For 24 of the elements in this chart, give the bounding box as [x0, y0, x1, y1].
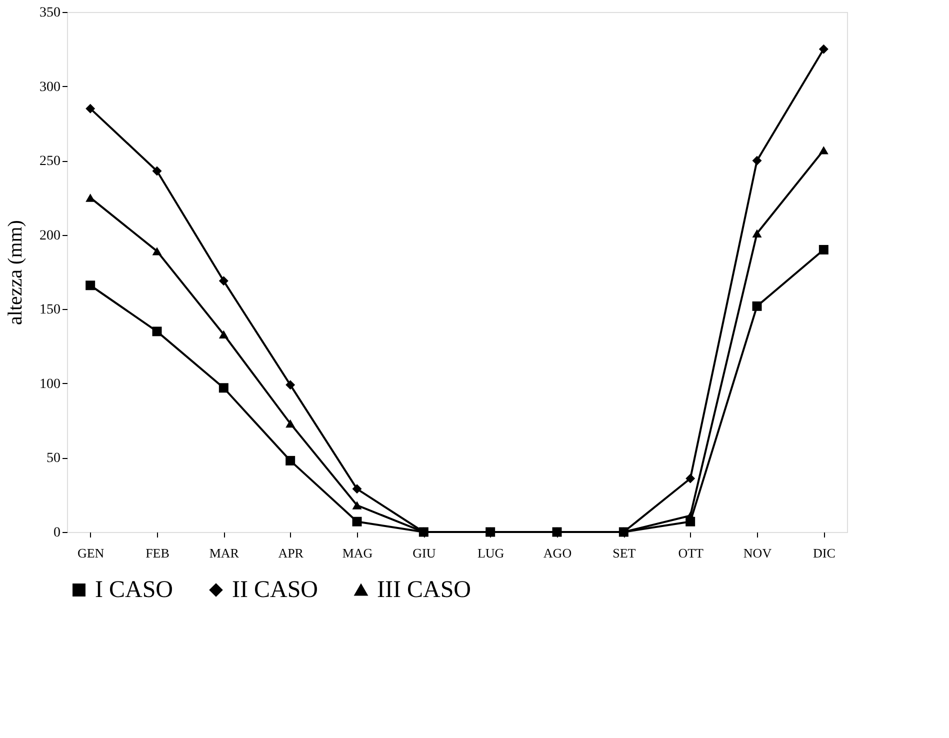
- legend-label: II CASO: [232, 577, 318, 603]
- y-tick-label: 100: [40, 376, 60, 392]
- x-tick-label: GIU: [412, 546, 436, 560]
- x-tick-label: MAR: [209, 546, 240, 560]
- x-tick-label: DIC: [812, 546, 836, 560]
- y-axis-title: altezza (mm): [4, 220, 26, 325]
- y-tick-label: 200: [40, 228, 60, 244]
- x-tick-label: NOV: [743, 546, 772, 560]
- y-tick-label: 350: [40, 6, 60, 20]
- y-tick-label: 150: [40, 302, 60, 318]
- x-tick-label: OTT: [678, 546, 704, 560]
- x-tick-label: FEB: [146, 546, 170, 560]
- x-tick-label: MAG: [342, 546, 373, 560]
- y-tick-label: 0: [54, 526, 60, 540]
- y-tick-label: 250: [40, 154, 60, 170]
- x-tick-label: SET: [612, 546, 636, 560]
- x-tick-label: GEN: [77, 546, 105, 560]
- x-tick-label: APR: [278, 546, 304, 560]
- x-tick-label: LUG: [477, 546, 504, 560]
- legend-label: III CASO: [377, 577, 471, 603]
- legend-label: I CASO: [95, 577, 174, 603]
- x-tick-label: AGO: [543, 546, 572, 560]
- y-tick-label: 50: [46, 451, 60, 466]
- y-tick-label: 300: [40, 80, 60, 95]
